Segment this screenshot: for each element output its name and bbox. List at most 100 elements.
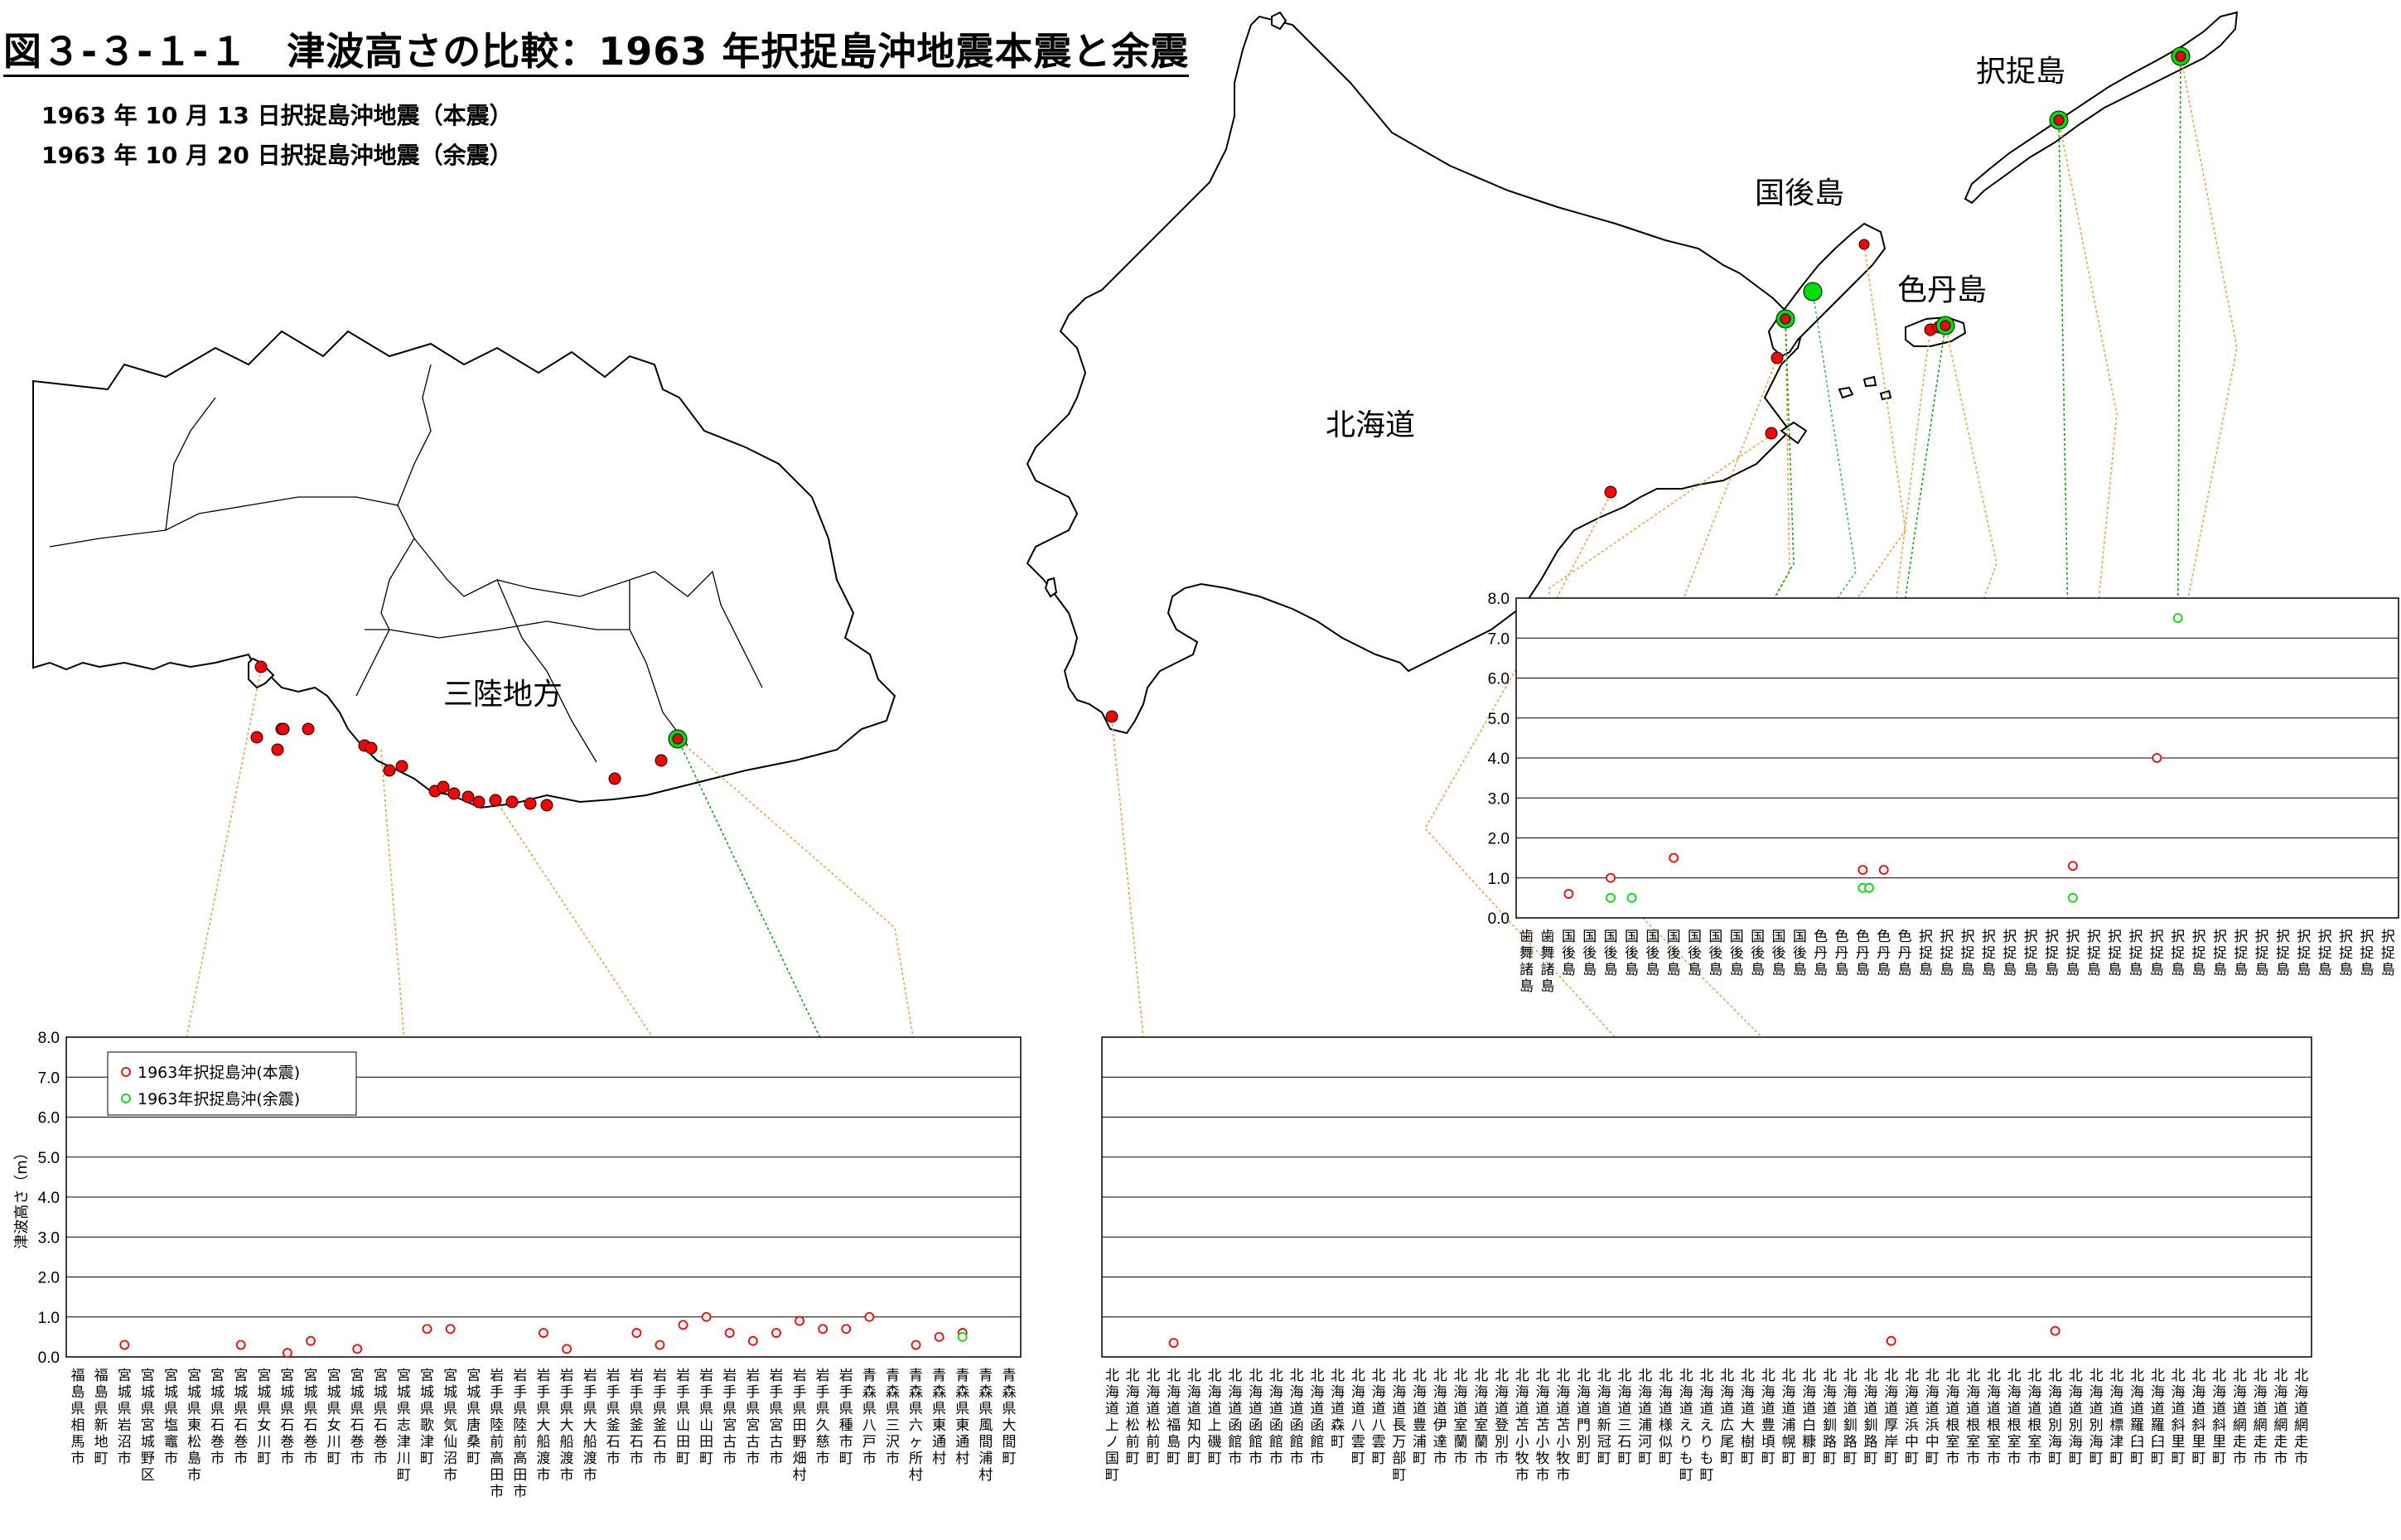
svg-text:館: 館	[1228, 1434, 1242, 1451]
svg-text:海: 海	[1269, 1384, 1283, 1401]
svg-text:海: 海	[1781, 1384, 1795, 1401]
svg-text:北: 北	[1700, 1368, 1714, 1384]
svg-text:根: 根	[2027, 1417, 2041, 1434]
svg-text:津: 津	[420, 1434, 434, 1451]
svg-text:石: 石	[606, 1434, 621, 1451]
svg-text:島: 島	[2065, 962, 2080, 978]
etorofu-island	[1964, 11, 2239, 205]
svg-text:島: 島	[1751, 962, 1765, 978]
svg-text:里: 里	[2172, 1434, 2186, 1451]
svg-text:海: 海	[2109, 1384, 2123, 1401]
aftershock-point	[1626, 892, 1637, 903]
svg-text:海: 海	[2089, 1384, 2104, 1401]
mainshock-point	[1669, 852, 1679, 863]
page-title: 図３-３-１-１ 津波高さの比較：1963 年択捉島沖地震本震と余震	[3, 28, 1190, 77]
svg-text:後: 後	[1708, 945, 1722, 962]
svg-text:岩: 岩	[793, 1368, 807, 1384]
svg-text:捉: 捉	[2129, 945, 2143, 962]
y-tick-label: 0.0	[38, 1349, 60, 1367]
map-marker-mainshock	[1765, 427, 1778, 440]
svg-text:道: 道	[1618, 1401, 1632, 1417]
svg-text:北: 北	[2273, 1368, 2287, 1384]
svg-text:北: 北	[1679, 1368, 1693, 1384]
x-tick-label: 国後島	[1771, 929, 1785, 978]
svg-text:捉: 捉	[2255, 945, 2269, 962]
svg-text:市: 市	[1249, 1451, 1263, 1467]
svg-text:後: 後	[1625, 945, 1639, 962]
svg-text:県: 県	[793, 1401, 807, 1417]
svg-text:島: 島	[187, 1451, 201, 1467]
svg-text:道: 道	[1167, 1401, 1181, 1417]
svg-text:城: 城	[327, 1384, 341, 1401]
mainshock-point	[934, 1331, 944, 1342]
svg-text:宮: 宮	[769, 1417, 783, 1434]
svg-text:斜: 斜	[2172, 1417, 2186, 1434]
svg-text:青: 青	[932, 1368, 946, 1384]
svg-text:町: 町	[676, 1451, 690, 1467]
x-tick-label: 択捉島	[2171, 929, 2185, 978]
svg-text:島: 島	[2381, 962, 2395, 978]
svg-text:海: 海	[1495, 1384, 1509, 1401]
svg-text:釜: 釜	[606, 1417, 621, 1434]
svg-text:島: 島	[2045, 962, 2059, 978]
svg-text:北: 北	[2294, 1368, 2308, 1384]
svg-text:北: 北	[1843, 1368, 1858, 1384]
svg-text:北: 北	[1249, 1368, 1263, 1384]
x-tick-label: 国後島	[1604, 929, 1618, 978]
svg-text:択: 択	[2002, 929, 2017, 945]
svg-text:海: 海	[1249, 1384, 1263, 1401]
svg-text:大: 大	[1002, 1417, 1016, 1434]
svg-text:国: 国	[1708, 929, 1722, 945]
svg-text:幌: 幌	[1781, 1434, 1795, 1451]
svg-text:県: 県	[699, 1401, 713, 1417]
svg-text:海: 海	[2151, 1384, 2165, 1401]
svg-text:島: 島	[1708, 962, 1722, 978]
svg-text:県: 県	[234, 1401, 248, 1417]
svg-text:根: 根	[2007, 1417, 2022, 1434]
svg-text:海: 海	[2130, 1384, 2144, 1401]
svg-text:島: 島	[2150, 962, 2164, 978]
svg-text:森: 森	[886, 1384, 900, 1401]
x-tick-label: 択捉島	[2129, 929, 2143, 978]
svg-text:巻: 巻	[374, 1434, 388, 1451]
svg-text:唐: 唐	[466, 1417, 481, 1434]
svg-text:福: 福	[1167, 1417, 1181, 1434]
svg-text:海: 海	[1618, 1384, 1632, 1401]
mainshock-point	[795, 1316, 804, 1326]
svg-text:島: 島	[2297, 962, 2311, 978]
svg-text:捉: 捉	[2045, 945, 2059, 962]
svg-text:区: 区	[141, 1467, 155, 1484]
svg-text:岩: 岩	[118, 1417, 132, 1434]
svg-text:道: 道	[1905, 1401, 1919, 1417]
x-tick-label: 色丹島	[1877, 929, 1891, 978]
svg-text:択: 択	[2192, 929, 2206, 945]
legend-entry: 1963年択捉島沖(本震)	[138, 1064, 300, 1082]
x-tick-label: 択捉島	[2213, 929, 2227, 978]
svg-text:渡: 渡	[583, 1451, 597, 1467]
svg-text:県: 県	[746, 1401, 760, 1417]
svg-text:県: 県	[257, 1401, 271, 1417]
svg-text:宮: 宮	[304, 1368, 318, 1384]
svg-text:道: 道	[1228, 1401, 1242, 1417]
svg-text:北: 北	[1433, 1368, 1447, 1384]
svg-text:雲: 雲	[1351, 1434, 1365, 1451]
habomai-islands	[1838, 375, 1892, 401]
svg-text:択: 択	[2065, 929, 2080, 945]
svg-text:沼: 沼	[118, 1434, 132, 1451]
label-sanriku: 三陸地方	[443, 678, 563, 712]
svg-text:走: 走	[2273, 1434, 2287, 1451]
svg-text:頃: 頃	[1761, 1434, 1775, 1451]
mainshock-point	[655, 1340, 665, 1350]
svg-text:海: 海	[1392, 1384, 1406, 1401]
svg-text:捉: 捉	[2065, 945, 2080, 962]
svg-text:国: 国	[1771, 929, 1785, 945]
svg-text:県: 県	[187, 1401, 201, 1417]
svg-text:町: 町	[397, 1467, 411, 1484]
